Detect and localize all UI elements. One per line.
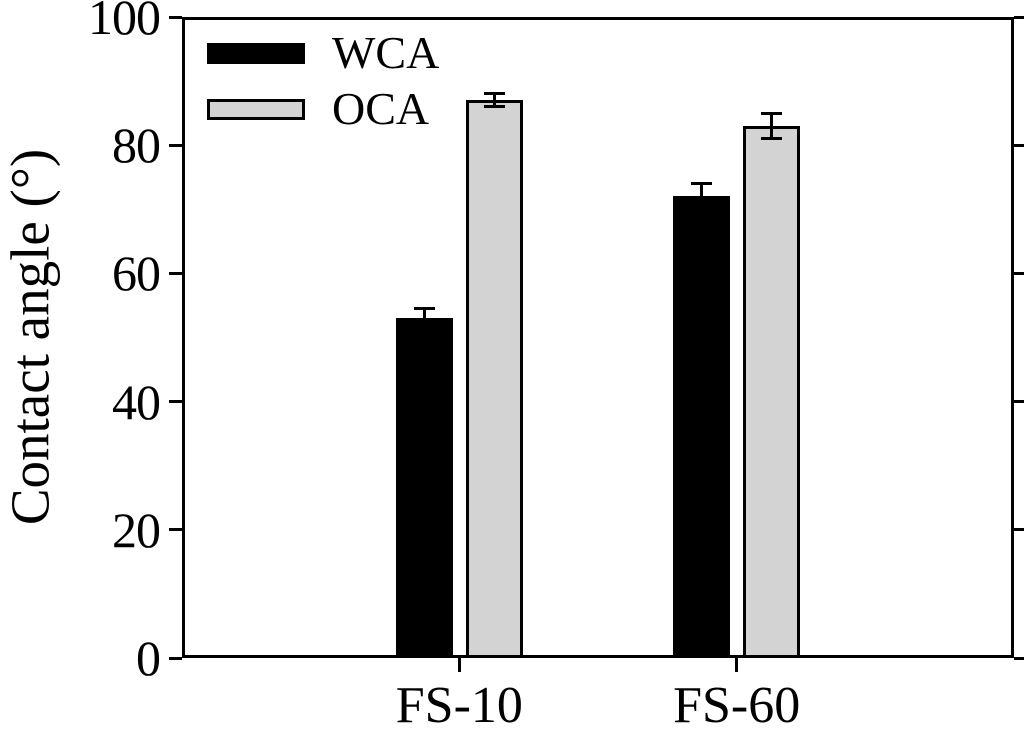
legend-label-oca: OCA [332,83,430,134]
error-bar [770,113,774,139]
y-tick-left [169,400,182,404]
y-tick-label: 100 [88,0,161,45]
y-tick-right [1014,15,1024,19]
y-tick-label: 60 [112,245,161,302]
y-tick-left [169,656,182,660]
x-tick [735,658,739,672]
legend-item-oca: OCA [207,86,439,132]
y-tick-left [169,15,182,19]
error-bar-cap [691,182,713,186]
bar-oca-fs-60 [743,125,801,658]
plot-area [182,17,1014,658]
oca-swatch-icon [207,98,305,120]
legend-label-wca: WCA [332,27,440,78]
y-axis-label: Contact angle (°) [0,148,61,526]
y-tick-right [1014,400,1024,404]
error-bar-cap [413,326,435,330]
wca-swatch-icon [207,42,305,64]
error-bar-cap [483,92,505,96]
y-tick-left [169,143,182,147]
y-tick-left [169,528,182,532]
error-bar [700,183,704,210]
legend: WCA OCA [207,30,439,142]
y-tick-label: 20 [112,501,161,558]
error-bar-cap [691,207,713,211]
error-bar-cap [413,307,435,311]
error-bar [492,93,496,107]
error-bar-cap [761,111,783,115]
y-tick-label: 40 [112,373,161,430]
y-tick-right [1014,143,1024,147]
x-tick-label: FS-60 [673,677,801,734]
bar-oca-fs-10 [465,100,523,658]
y-tick-label: 80 [112,117,161,174]
y-tick-right [1014,528,1024,532]
y-tick-left [169,271,182,275]
y-tick-right [1014,271,1024,275]
error-bar [422,308,426,328]
y-tick-right [1014,656,1024,660]
legend-item-wca: WCA [207,30,439,76]
bar-wca-fs-10 [395,318,453,658]
error-bar-cap [483,105,505,109]
error-bar-cap [761,137,783,141]
x-tick [457,658,461,672]
x-tick-label: FS-10 [395,677,523,734]
y-tick-label: 0 [136,630,161,686]
bar-wca-fs-60 [673,196,731,658]
